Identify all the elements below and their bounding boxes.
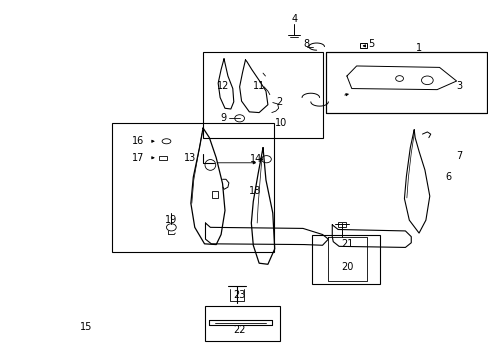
Bar	[212, 192, 218, 198]
Text: 9: 9	[220, 113, 225, 123]
Text: 21: 21	[341, 239, 353, 249]
Text: 22: 22	[233, 325, 245, 335]
Text: 8: 8	[302, 40, 308, 49]
Bar	[204, 306, 279, 341]
Text: 13: 13	[183, 153, 196, 163]
Bar	[326, 51, 487, 113]
Text: 14: 14	[249, 154, 262, 164]
Bar	[311, 234, 379, 284]
Text: 19: 19	[165, 215, 177, 225]
Bar	[337, 222, 345, 227]
Text: 2: 2	[276, 97, 282, 107]
Text: 20: 20	[341, 262, 353, 272]
Bar	[359, 43, 366, 48]
Bar	[112, 123, 273, 252]
Text: 23: 23	[233, 291, 245, 301]
Text: 15: 15	[80, 322, 92, 332]
Text: 17: 17	[132, 153, 144, 163]
Text: 7: 7	[455, 150, 461, 161]
Bar	[326, 51, 487, 113]
Text: 5: 5	[367, 40, 374, 49]
Text: 11: 11	[252, 81, 264, 91]
Text: 1: 1	[415, 43, 421, 53]
Text: 10: 10	[274, 118, 286, 128]
Text: 18: 18	[248, 186, 261, 197]
Text: 12: 12	[216, 81, 229, 91]
Bar	[202, 51, 322, 138]
Text: 6: 6	[445, 172, 450, 182]
Text: 4: 4	[290, 14, 297, 24]
Text: 16: 16	[132, 136, 144, 146]
Text: 3: 3	[455, 81, 461, 91]
Bar	[158, 156, 167, 160]
